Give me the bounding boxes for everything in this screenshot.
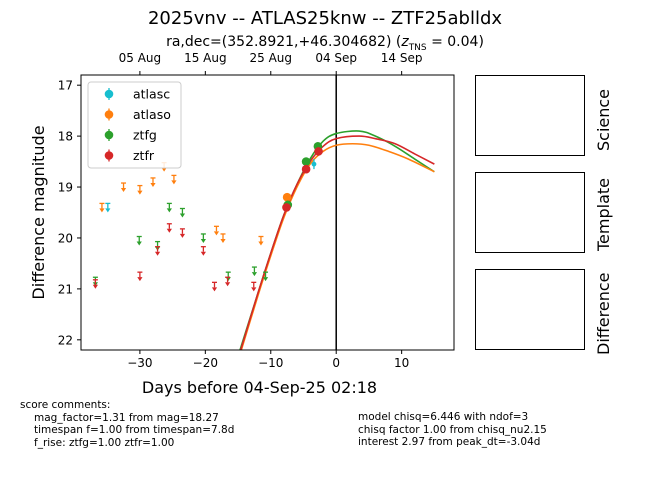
model-curve-atlaso [240, 142, 435, 350]
y-tick-label: 22 [58, 333, 73, 347]
upper-limit-atlaso [258, 235, 264, 246]
upper-limit-ztfg [200, 233, 206, 243]
upper-limit-ztfr [92, 279, 98, 289]
subtitle-prefix: ra,dec=(352.8921,+46.304682) ( [166, 34, 402, 50]
model-comment-line: chisq factor 1.00 from chisq_nu2.15 [358, 423, 547, 436]
detection-ztfr [301, 164, 311, 174]
y-tick-label: 20 [58, 231, 73, 245]
figure-title: 2025vnv -- ATLAS25knw -- ZTF25ablldx [147, 8, 503, 29]
upper-limit-ztfg [136, 235, 142, 246]
science-label: Science [594, 88, 613, 151]
upper-limit-atlaso [120, 182, 127, 193]
legend-label-atlaso: atlaso [133, 107, 171, 122]
upper-limit-ztfg [166, 202, 172, 213]
detection-ztfr [314, 147, 323, 156]
score-comments-header: score comments: [20, 399, 111, 411]
model-curve-ztfr [239, 135, 435, 350]
detection-atlasc [311, 161, 317, 167]
legend-item-atlasc: atlasc [104, 87, 170, 102]
upper-limit-ztfr [166, 223, 172, 233]
upper-limit-atlaso [99, 202, 105, 213]
difference-label: Difference [594, 272, 613, 355]
figure-subtitle: ra,dec=(352.8921,+46.304682) (zTNS = 0.0… [0, 34, 650, 53]
detection-atlaso [282, 192, 292, 202]
y-tick-label: 19 [58, 181, 73, 195]
plot-area [92, 75, 435, 350]
legend-item-ztfg: ztfg [104, 128, 157, 143]
legend-label-ztfg: ztfg [133, 128, 157, 143]
x-axis-label: Days before 04-Sep-25 02:18 [142, 378, 377, 397]
legend-label-ztfr: ztfr [133, 148, 155, 163]
upper-limit-atlaso [150, 177, 156, 187]
upper-limit-ztfr [224, 276, 231, 287]
science-stamp [475, 75, 585, 156]
template-label: Template [594, 177, 613, 251]
upper-limit-ztfr [200, 246, 206, 256]
upper-limit-atlaso [213, 225, 220, 236]
legend-frame [87, 81, 182, 169]
y-tick-label: 17 [58, 79, 73, 93]
upper-limit-ztfr [251, 281, 257, 292]
difference-stamp [475, 269, 585, 350]
y-axis-label: Difference magnitude [29, 125, 48, 299]
y-tick-label: 18 [58, 130, 73, 144]
score-comment-line: mag_factor=1.31 from mag=18.27 [34, 411, 219, 424]
model-curve-ztfg [239, 130, 435, 350]
upper-limit-ztfr [179, 228, 186, 238]
upper-limit-ztfg [179, 207, 186, 218]
x-tick-label: −10 [258, 356, 283, 370]
x-tick-label: 10 [394, 356, 409, 370]
upper-limit-atlaso [137, 184, 143, 195]
legend-item-ztfr: ztfr [104, 148, 155, 163]
upper-limit-atlasc [105, 202, 111, 213]
legend-item-atlaso: atlaso [104, 107, 171, 122]
legend: atlasc atlaso ztfg ztfr [87, 81, 182, 169]
z-symbol: z [401, 34, 409, 50]
model-comment-line: model chisq=6.446 with ndof=3 [358, 411, 529, 423]
x-tick-label: −30 [127, 356, 152, 370]
x-tick-label: 0 [332, 356, 340, 370]
upper-limit-ztfg [262, 271, 269, 282]
template-stamp [475, 172, 585, 253]
top-tick-label: 05 Aug [119, 51, 162, 65]
axes-frame [80, 74, 455, 351]
detection-ztfr [282, 203, 291, 212]
upper-limit-ztfr [154, 246, 161, 256]
upper-limit-ztfg [251, 266, 258, 277]
top-tick-label: 04 Sep [315, 51, 357, 65]
score-comment-line: f_rise: ztfg=1.00 ztfr=1.00 [34, 436, 175, 449]
upper-limit-atlaso [220, 233, 226, 243]
score-comment-line: timespan f=1.00 from timespan=7.8d [34, 424, 235, 436]
top-tick-label: 15 Aug [184, 51, 227, 65]
top-tick-label: 14 Sep [381, 51, 423, 65]
legend-label-atlasc: atlasc [133, 87, 170, 102]
subtitle-z-value: = 0.04) [426, 34, 484, 50]
upper-limit-ztfr [137, 271, 143, 282]
score-comments: score comments: mag_factor=1.31 from mag… [20, 399, 234, 449]
z-subscript: TNS [408, 42, 427, 53]
upper-limit-atlaso [171, 174, 177, 185]
top-tick-label: 25 Aug [250, 51, 293, 65]
model-comment-line: interest 2.97 from peak_dt=-3.04d [358, 436, 541, 448]
detection-ztfg [301, 157, 311, 166]
model-comments: model chisq=6.446 with ndof=3 chisq fact… [358, 411, 547, 449]
upper-limit-ztfr [211, 281, 218, 292]
x-tick-label: −20 [193, 356, 218, 370]
y-tick-label: 21 [58, 282, 73, 296]
